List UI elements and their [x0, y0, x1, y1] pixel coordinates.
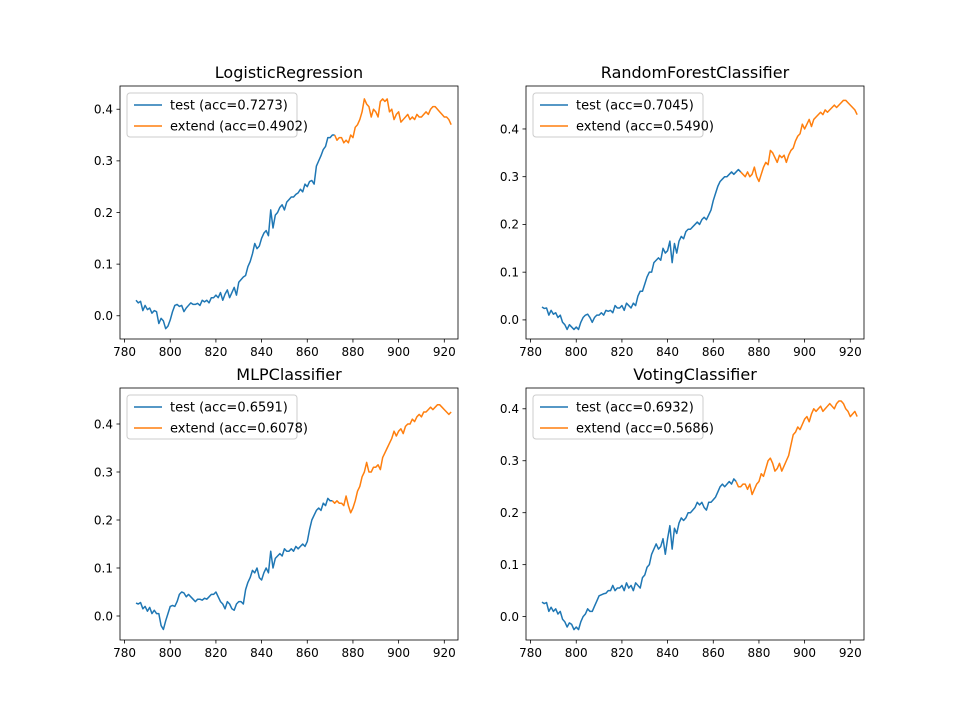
x-tick-label: 820: [204, 345, 227, 359]
y-tick-label: 0.0: [500, 313, 519, 327]
series-line-extend: [740, 99, 858, 183]
legend: test (acc=0.7273) extend (acc=0.4902): [126, 92, 308, 138]
x-tick-label: 880: [341, 646, 364, 660]
legend: test (acc=0.6591) extend (acc=0.6078): [126, 394, 308, 440]
x-tick-label: 780: [113, 345, 136, 359]
subplot-title: LogisticRegression: [215, 63, 363, 82]
x-tick-label: 900: [793, 646, 816, 660]
x-tick-label: 800: [159, 345, 182, 359]
subplot-title: VotingClassifier: [633, 365, 757, 384]
legend-label: test (acc=0.6591): [170, 401, 288, 416]
x-tick-label: 920: [433, 345, 456, 359]
x-tick-label: 900: [387, 646, 410, 660]
subplot-4: VotingClassifier 780 800 820 840 860 880 900 920…: [500, 365, 865, 660]
x-tick-label: 920: [839, 345, 862, 359]
series-line-extend: [735, 400, 858, 496]
legend-label: extend (acc=0.5490): [576, 120, 714, 135]
legend-label: test (acc=0.6932): [576, 401, 694, 416]
y-tick-label: 0.0: [500, 610, 519, 624]
series-line-extend: [331, 404, 452, 514]
series-line-test: [135, 134, 335, 330]
legend-box: [532, 92, 704, 138]
legend-label: extend (acc=0.5686): [576, 422, 714, 437]
legend-box: [126, 394, 298, 440]
subplot-2: RandomForestClassifier 780 800 820 840 860 880…: [500, 63, 865, 359]
legend-box: [126, 92, 298, 138]
x-tick-label: 860: [702, 646, 725, 660]
y-tick-label: 0.2: [500, 506, 519, 520]
legend-label: test (acc=0.7273): [170, 99, 288, 114]
x-tick-label: 820: [204, 646, 227, 660]
x-tick-label: 880: [341, 345, 364, 359]
x-tick-label: 780: [519, 345, 542, 359]
legend-label: extend (acc=0.6078): [170, 422, 308, 437]
y-tick-label: 0.2: [94, 513, 113, 527]
x-tick-label: 920: [839, 646, 862, 660]
x-tick-label: 900: [387, 345, 410, 359]
x-tick-label: 880: [747, 646, 770, 660]
legend: test (acc=0.6932) extend (acc=0.5686): [532, 394, 714, 440]
axes-frame: [119, 387, 459, 641]
x-tick-label: 860: [296, 345, 319, 359]
x-tick-label: 800: [565, 345, 588, 359]
legend: test (acc=0.7045) extend (acc=0.5490): [532, 92, 714, 138]
legend-label: extend (acc=0.4902): [170, 120, 308, 135]
axes-frame: [525, 85, 865, 340]
x-tick-label: 780: [113, 646, 136, 660]
y-tick-label: 0.1: [500, 265, 519, 279]
series-line-test: [541, 478, 737, 631]
axes-frame: [525, 387, 865, 641]
x-tick-label: 920: [433, 646, 456, 660]
subplot-title: RandomForestClassifier: [601, 63, 790, 82]
y-tick-label: 0.3: [94, 465, 113, 479]
subplot-title: MLPClassifier: [236, 365, 342, 384]
x-tick-label: 820: [610, 345, 633, 359]
y-tick-label: 0.0: [94, 309, 113, 323]
legend-label: test (acc=0.7045): [576, 99, 694, 114]
x-tick-label: 840: [250, 646, 273, 660]
x-tick-label: 900: [793, 345, 816, 359]
legend-box: [532, 394, 704, 440]
x-tick-label: 840: [656, 345, 679, 359]
x-tick-label: 880: [747, 345, 770, 359]
y-tick-label: 0.1: [500, 558, 519, 572]
y-tick-label: 0.3: [94, 154, 113, 168]
subplot-1: LogisticRegression 780 800 820 840 860 880 900 9…: [94, 63, 459, 359]
x-tick-label: 860: [702, 345, 725, 359]
x-tick-label: 780: [519, 646, 542, 660]
series-line-extend: [333, 98, 452, 144]
y-tick-label: 0.4: [500, 402, 519, 416]
y-tick-label: 0.0: [94, 609, 113, 623]
y-tick-label: 0.4: [94, 103, 113, 117]
x-tick-label: 860: [296, 646, 319, 660]
x-tick-label: 820: [610, 646, 633, 660]
y-tick-label: 0.2: [500, 218, 519, 232]
y-tick-label: 0.4: [94, 417, 113, 431]
x-tick-label: 800: [565, 646, 588, 660]
x-tick-label: 840: [250, 345, 273, 359]
series-line-test: [541, 168, 742, 331]
y-tick-label: 0.3: [500, 454, 519, 468]
series-line-test: [135, 497, 333, 631]
x-tick-label: 800: [159, 646, 182, 660]
x-tick-label: 840: [656, 646, 679, 660]
y-tick-label: 0.4: [500, 122, 519, 136]
y-tick-label: 0.1: [94, 561, 113, 575]
y-tick-label: 0.3: [500, 170, 519, 184]
y-tick-label: 0.2: [94, 206, 113, 220]
subplot-3: MLPClassifier 780 800 820 840 860 880 900 920 0.0…: [94, 365, 459, 660]
y-tick-label: 0.1: [94, 257, 113, 271]
